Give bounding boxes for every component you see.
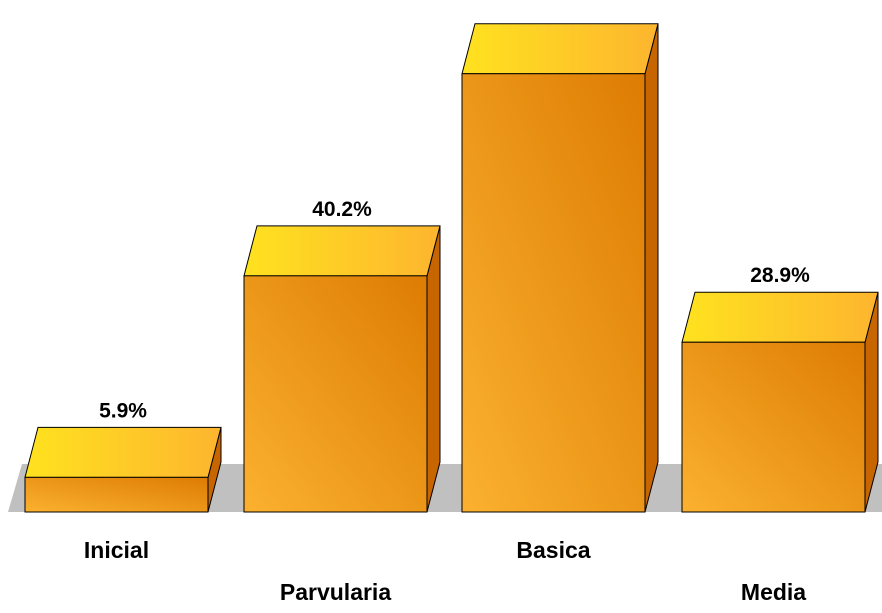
chart-floor	[8, 464, 882, 512]
category-label-media: Media	[741, 579, 806, 605]
bar-top-face	[24, 426, 222, 478]
value-label-media: 28.9%	[750, 264, 810, 287]
category-label-basica: Basica	[516, 537, 590, 563]
bar-media	[681, 291, 879, 513]
bar-parvularia	[243, 225, 441, 513]
value-label-inicial: 5.9%	[99, 399, 147, 422]
category-label-parvularia: Parvularia	[280, 579, 391, 605]
labels-group: 5.9% Inicial 40.2% Parvularia Basica 28.9% Med…	[84, 198, 810, 605]
category-label-inicial: Inicial	[84, 537, 149, 563]
bar-top-face	[243, 225, 441, 277]
bar-top-face	[461, 23, 659, 75]
value-label-parvularia: 40.2%	[312, 198, 372, 221]
bar-basica	[461, 23, 659, 513]
bar-front-face	[24, 476, 209, 513]
bar-inicial	[24, 426, 222, 513]
bar-front-face	[681, 341, 866, 513]
bar-side-face	[644, 23, 659, 513]
bars-group	[24, 23, 879, 513]
bar-front-face	[243, 275, 428, 513]
bar-front-face	[461, 73, 646, 513]
bar-top-face	[681, 291, 879, 343]
